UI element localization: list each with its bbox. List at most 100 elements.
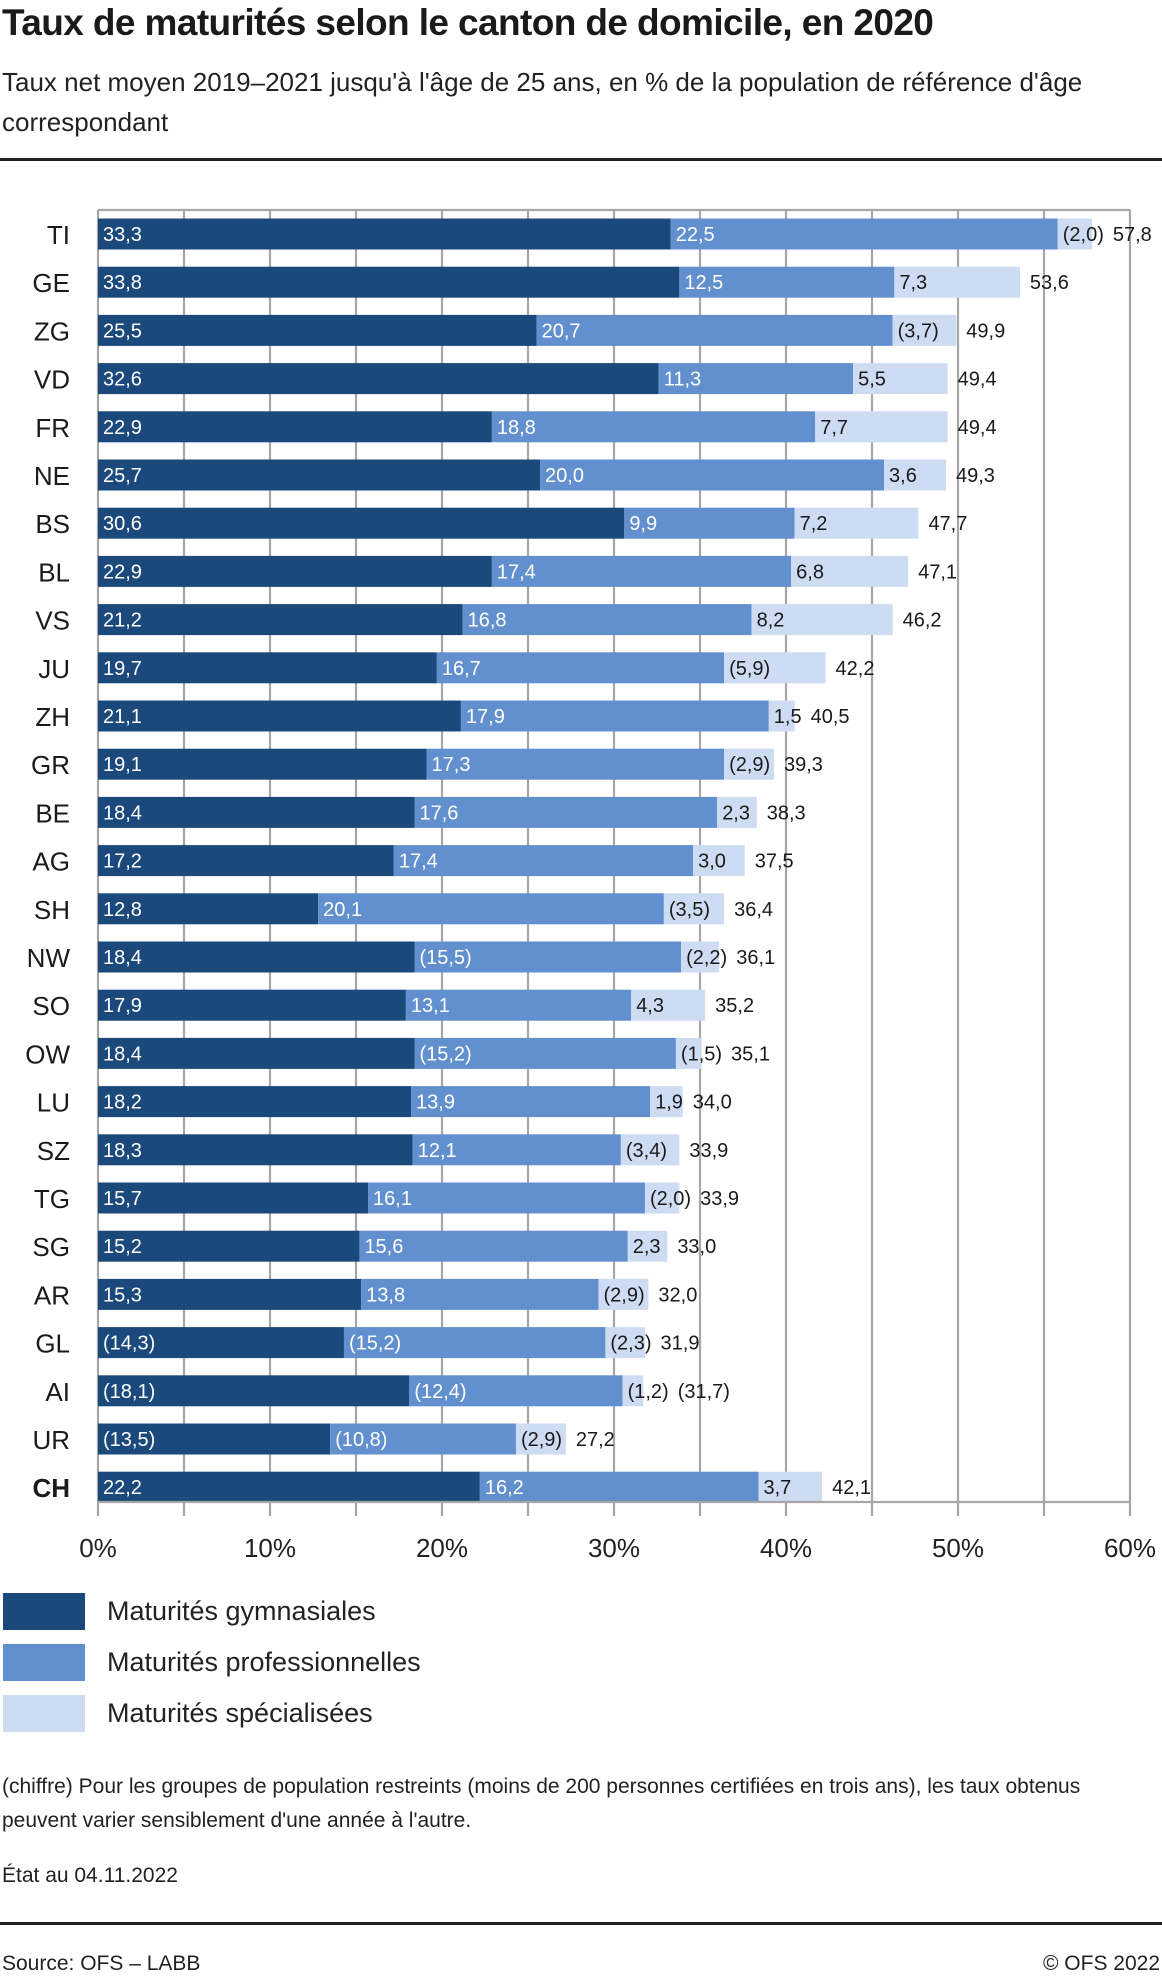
total-label-gl: 31,9 [661, 1333, 700, 1355]
category-label-ow: OW [25, 1039, 70, 1069]
category-label-ag: AG [32, 847, 70, 877]
bar-zg-series-0 [98, 314, 537, 346]
bar-label-sz-series-1: 12,1 [418, 1140, 457, 1162]
total-label-ow: 35,1 [731, 1043, 770, 1065]
x-tick-label: 30% [588, 1533, 640, 1563]
bar-label-tg-series-0: 15,7 [103, 1188, 142, 1210]
x-tick-label: 10% [244, 1533, 296, 1563]
bar-nw-series-1 [414, 941, 682, 973]
bar-label-bl-series-0: 22,9 [103, 561, 142, 583]
bar-label-ne-series-1: 20,0 [545, 465, 584, 487]
bar-ju-series-2 [724, 652, 826, 684]
total-label-zg: 49,9 [966, 320, 1005, 342]
legend-label-professionnelles: Maturités professionnelles [107, 1647, 421, 1677]
bar-label-lu-series-2: 1,9 [655, 1092, 683, 1114]
bar-label-sz-series-2: (3,4) [626, 1140, 667, 1162]
bar-label-ge-series-0: 33,8 [103, 272, 142, 294]
legend-swatch-gymnasiales [3, 1593, 85, 1630]
bar-label-sg-series-0: 15,2 [103, 1236, 142, 1258]
bar-lu-series-2 [650, 1086, 683, 1118]
bar-label-ow-series-2: (1,5) [681, 1043, 722, 1065]
bar-ag-series-1 [393, 845, 694, 877]
bar-label-gl-series-2: (2,3) [610, 1333, 651, 1355]
bar-label-ti-series-2: (2,0) [1063, 224, 1104, 246]
legend-swatch-professionnelles [3, 1644, 85, 1681]
category-label-ti: TI [47, 220, 70, 250]
bar-ur-series-2 [515, 1423, 566, 1455]
bar-label-zh-series-0: 21,1 [103, 706, 142, 728]
bar-ai-series-1 [409, 1375, 623, 1407]
bar-ge-series-2 [894, 266, 1020, 298]
total-label-ch: 42,1 [832, 1477, 871, 1499]
category-label-nw: NW [27, 943, 71, 973]
category-label-ne: NE [34, 461, 70, 491]
total-label-ai: (31,7) [678, 1381, 730, 1403]
bar-label-sg-series-1: 15,6 [364, 1236, 403, 1258]
bar-gl-series-2 [605, 1327, 645, 1359]
bar-label-ar-series-2: (2,9) [604, 1284, 645, 1306]
bar-nw-series-0 [98, 941, 415, 973]
bar-label-vs-series-0: 21,2 [103, 610, 142, 632]
bar-label-ch-series-2: 3,7 [763, 1477, 791, 1499]
bar-lu-series-1 [411, 1086, 651, 1118]
bar-be-series-2 [717, 796, 757, 828]
x-tick-label: 0% [79, 1533, 117, 1563]
bar-label-vd-series-2: 5,5 [858, 369, 886, 391]
bar-ge-series-0 [98, 266, 680, 298]
bar-label-ju-series-1: 16,7 [442, 658, 481, 680]
total-label-ge: 53,6 [1030, 272, 1069, 294]
bar-label-gr-series-0: 19,1 [103, 754, 142, 776]
bar-gr-series-2 [724, 748, 774, 780]
total-label-ju: 42,2 [836, 658, 875, 680]
bar-label-gr-series-1: 17,3 [432, 754, 471, 776]
category-label-vs: VS [35, 606, 70, 636]
category-label-ar: AR [34, 1280, 70, 1310]
bar-tg-series-2 [644, 1182, 680, 1214]
bar-label-nw-series-1: (15,5) [419, 947, 471, 969]
bar-ge-series-1 [679, 266, 895, 298]
category-label-sg: SG [32, 1232, 70, 1262]
bar-sg-series-1 [359, 1230, 628, 1262]
bar-label-bs-series-1: 9,9 [629, 513, 657, 535]
category-label-bs: BS [35, 509, 70, 539]
bar-sz-series-0 [98, 1134, 413, 1166]
bar-label-vs-series-2: 8,2 [757, 610, 785, 632]
bar-ai-series-2 [622, 1375, 644, 1407]
total-label-gr: 39,3 [784, 754, 823, 776]
bar-label-zg-series-2: (3,7) [898, 320, 939, 342]
category-label-ai: AI [45, 1377, 70, 1407]
bar-fr-series-2 [815, 411, 948, 443]
bar-label-ur-series-1: (10,8) [335, 1429, 387, 1451]
bar-tg-series-1 [368, 1182, 645, 1214]
bar-label-zh-series-2: 1,5 [774, 706, 802, 728]
total-label-fr: 49,4 [958, 417, 997, 439]
total-label-ne: 49,3 [956, 465, 995, 487]
bar-sh-series-0 [98, 893, 319, 925]
x-tick-label: 60% [1104, 1533, 1156, 1563]
bar-label-sz-series-0: 18,3 [103, 1140, 142, 1162]
total-label-lu: 34,0 [693, 1092, 732, 1114]
total-label-nw: 36,1 [736, 947, 775, 969]
total-label-so: 35,2 [715, 995, 754, 1017]
bar-vs-series-1 [462, 604, 752, 636]
bar-ag-series-2 [693, 845, 745, 877]
bar-zg-series-1 [536, 314, 893, 346]
bar-label-ar-series-0: 15,3 [103, 1284, 142, 1306]
total-label-ur: 27,2 [576, 1429, 615, 1451]
bar-ow-series-2 [675, 1037, 702, 1069]
bar-label-ow-series-1: (15,2) [419, 1043, 471, 1065]
bar-sz-series-2 [620, 1134, 680, 1166]
bar-label-gl-series-0: (14,3) [103, 1333, 155, 1355]
total-label-bs: 47,7 [928, 513, 967, 535]
bar-label-ch-series-1: 16,2 [485, 1477, 524, 1499]
bar-label-gl-series-1: (15,2) [349, 1333, 401, 1355]
bar-sh-series-1 [318, 893, 664, 925]
copyright-text: © OFS 2022 [1042, 1952, 1160, 1975]
legend-label-specialisees: Maturités spécialisées [107, 1698, 373, 1728]
footnote: (chiffre) Pour les groupes de population… [2, 1775, 1081, 1832]
bar-label-bs-series-2: 7,2 [800, 513, 828, 535]
total-label-sg: 33,0 [677, 1236, 716, 1258]
bar-ch-series-1 [479, 1471, 759, 1503]
bar-so-series-2 [631, 989, 706, 1021]
x-tick-label: 20% [416, 1533, 468, 1563]
